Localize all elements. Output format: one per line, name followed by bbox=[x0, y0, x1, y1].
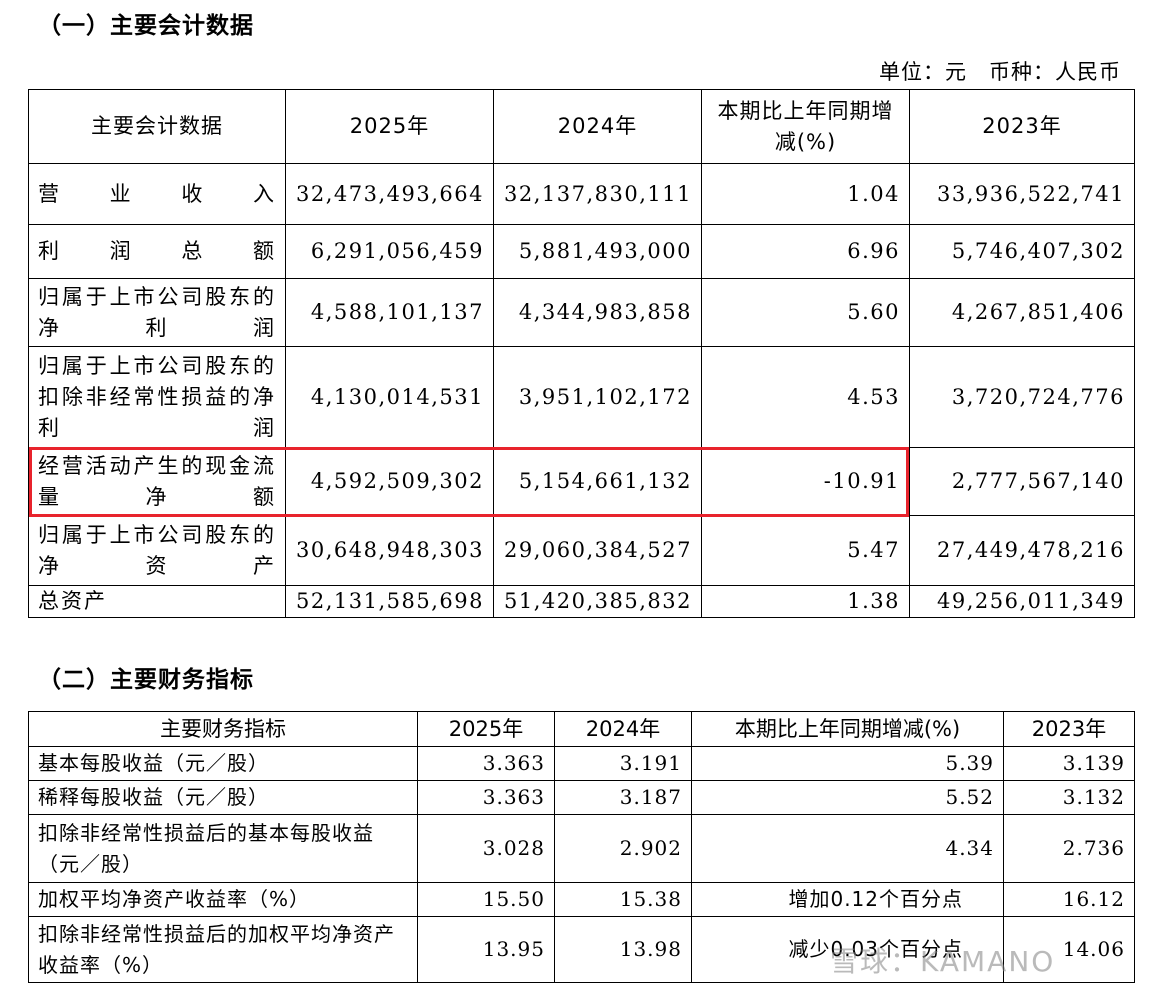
value-change: 1.38 bbox=[701, 585, 910, 618]
row-label: 归属于上市公司股东的扣除非经常性损益的净利润 bbox=[28, 346, 286, 448]
row-label: 扣除非经常性损益后的加权平均净资产收益率（%） bbox=[28, 916, 418, 983]
header-item: 主要会计数据 bbox=[28, 89, 286, 164]
table-row: 基本每股收益（元／股） 3.363 3.191 5.39 3.139 bbox=[28, 746, 1135, 781]
value-2025: 3.028 bbox=[417, 814, 555, 883]
table-row: 扣除非经常性损益后的加权平均净资产收益率（%） 13.95 13.98 减少0.… bbox=[28, 916, 1135, 983]
table-header-row: 主要财务指标 2025年 2024年 本期比上年同期增减(%) 2023年 bbox=[28, 711, 1135, 747]
table-row: 总资产 52,131,585,698 51,420,385,832 1.38 4… bbox=[28, 585, 1135, 618]
table-row: 归属于上市公司股东的扣除非经常性损益的净利润 4,130,014,531 3,9… bbox=[28, 346, 1135, 448]
value-change: 5.47 bbox=[701, 515, 910, 586]
value-change: 4.53 bbox=[701, 346, 910, 448]
value-2024: 2.902 bbox=[554, 814, 692, 883]
value-2025: 3.363 bbox=[417, 780, 555, 815]
row-label: 扣除非经常性损益后的基本每股收益（元／股） bbox=[28, 814, 418, 883]
value-2023: 5,746,407,302 bbox=[909, 224, 1135, 279]
row-label: 归属于上市公司股东的净资产 bbox=[28, 515, 286, 586]
row-label: 归属于上市公司股东的净利润 bbox=[28, 278, 286, 347]
value-2023: 2,777,567,140 bbox=[909, 447, 1135, 516]
table-row: 扣除非经常性损益后的基本每股收益（元／股） 3.028 2.902 4.34 2… bbox=[28, 814, 1135, 883]
row-label: 总资产 bbox=[28, 585, 286, 618]
value-2025: 32,473,493,664 bbox=[285, 163, 494, 225]
section1-heading: （一）主要会计数据 bbox=[38, 13, 254, 39]
section2-heading: （二）主要财务指标 bbox=[38, 667, 254, 693]
value-2023: 49,256,011,349 bbox=[909, 585, 1135, 618]
table-header-row: 主要会计数据 2025年 2024年 本期比上年同期增减(%) 2023年 bbox=[28, 89, 1135, 164]
row-label: 稀释每股收益（元／股） bbox=[28, 780, 418, 815]
value-2024: 32,137,830,111 bbox=[493, 163, 702, 225]
header-2025: 2025年 bbox=[285, 89, 494, 164]
header-2024: 2024年 bbox=[493, 89, 702, 164]
value-2025: 6,291,056,459 bbox=[285, 224, 494, 279]
value-2024: 5,881,493,000 bbox=[493, 224, 702, 279]
table-row: 加权平均净资产收益率（%） 15.50 15.38 增加0.12个百分点 16.… bbox=[28, 882, 1135, 917]
table-row: 利润总额 6,291,056,459 5,881,493,000 6.96 5,… bbox=[28, 224, 1135, 279]
currency-unit-note: 单位：元 币种：人民币 bbox=[879, 60, 1121, 84]
value-2025: 15.50 bbox=[417, 882, 555, 917]
value-change: 6.96 bbox=[701, 224, 910, 279]
table-row-highlighted: 经营活动产生的现金流量净额 4,592,509,302 5,154,661,13… bbox=[28, 447, 1135, 516]
value-2025: 30,648,948,303 bbox=[285, 515, 494, 586]
value-2024: 29,060,384,527 bbox=[493, 515, 702, 586]
value-2024: 3.187 bbox=[554, 780, 692, 815]
row-label: 基本每股收益（元／股） bbox=[28, 746, 418, 781]
value-change: -10.91 bbox=[701, 447, 910, 516]
table-row: 营业收入 32,473,493,664 32,137,830,111 1.04 … bbox=[28, 163, 1135, 225]
value-2024: 3,951,102,172 bbox=[493, 346, 702, 448]
header-change: 本期比上年同期增减(%) bbox=[701, 89, 910, 164]
header-indicator: 主要财务指标 bbox=[28, 711, 418, 747]
value-2023: 3.139 bbox=[1003, 746, 1135, 781]
value-2024: 13.98 bbox=[554, 916, 692, 983]
value-change: 4.34 bbox=[691, 814, 1004, 883]
header-2024: 2024年 bbox=[554, 711, 692, 747]
value-2025: 52,131,585,698 bbox=[285, 585, 494, 618]
value-change: 5.52 bbox=[691, 780, 1004, 815]
value-change: 增加0.12个百分点 bbox=[691, 882, 1004, 917]
header-2025: 2025年 bbox=[417, 711, 555, 747]
row-label: 经营活动产生的现金流量净额 bbox=[28, 447, 286, 516]
main-financial-indicators-table: 主要财务指标 2025年 2024年 本期比上年同期增减(%) 2023年 基本… bbox=[28, 711, 1135, 983]
value-change: 1.04 bbox=[701, 163, 910, 225]
value-2023: 16.12 bbox=[1003, 882, 1135, 917]
value-2024: 4,344,983,858 bbox=[493, 278, 702, 347]
value-2025: 4,130,014,531 bbox=[285, 346, 494, 448]
value-2023: 14.06 bbox=[1003, 916, 1135, 983]
header-2023: 2023年 bbox=[909, 89, 1135, 164]
value-2023: 3,720,724,776 bbox=[909, 346, 1135, 448]
value-2024: 5,154,661,132 bbox=[493, 447, 702, 516]
table-row: 稀释每股收益（元／股） 3.363 3.187 5.52 3.132 bbox=[28, 780, 1135, 815]
watermark: 雪球：KAMANO bbox=[830, 945, 1056, 978]
value-2023: 3.132 bbox=[1003, 780, 1135, 815]
value-2024: 51,420,385,832 bbox=[493, 585, 702, 618]
table-row: 归属于上市公司股东的净利润 4,588,101,137 4,344,983,85… bbox=[28, 278, 1135, 347]
row-label: 利润总额 bbox=[28, 224, 286, 279]
value-2025: 13.95 bbox=[417, 916, 555, 983]
value-2024: 15.38 bbox=[554, 882, 692, 917]
value-2025: 4,588,101,137 bbox=[285, 278, 494, 347]
value-2024: 3.191 bbox=[554, 746, 692, 781]
value-2023: 2.736 bbox=[1003, 814, 1135, 883]
value-2025: 3.363 bbox=[417, 746, 555, 781]
value-2023: 27,449,478,216 bbox=[909, 515, 1135, 586]
row-label: 加权平均净资产收益率（%） bbox=[28, 882, 418, 917]
row-label: 营业收入 bbox=[28, 163, 286, 225]
value-2025: 4,592,509,302 bbox=[285, 447, 494, 516]
value-change: 5.39 bbox=[691, 746, 1004, 781]
value-2023: 4,267,851,406 bbox=[909, 278, 1135, 347]
header-change: 本期比上年同期增减(%) bbox=[691, 711, 1004, 747]
table-row: 归属于上市公司股东的净资产 30,648,948,303 29,060,384,… bbox=[28, 515, 1135, 586]
value-change: 5.60 bbox=[701, 278, 910, 347]
main-accounting-data-table: 主要会计数据 2025年 2024年 本期比上年同期增减(%) 2023年 营业… bbox=[28, 89, 1135, 618]
value-2023: 33,936,522,741 bbox=[909, 163, 1135, 225]
header-2023: 2023年 bbox=[1003, 711, 1135, 747]
